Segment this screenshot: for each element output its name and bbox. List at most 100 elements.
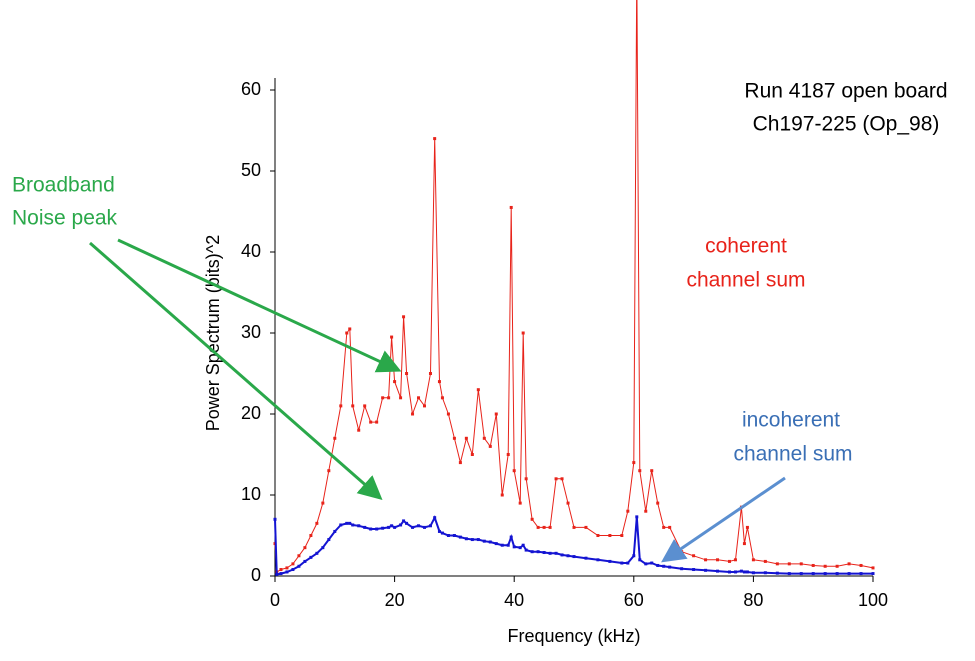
data-point xyxy=(635,515,639,519)
data-point xyxy=(835,572,839,576)
data-point xyxy=(787,572,791,576)
data-point xyxy=(560,477,564,481)
data-point xyxy=(482,539,486,543)
data-point xyxy=(446,412,450,416)
data-point xyxy=(452,436,456,440)
data-point xyxy=(680,567,684,571)
data-point xyxy=(494,412,498,416)
data-point xyxy=(835,564,839,568)
data-point xyxy=(390,524,394,528)
data-point xyxy=(560,553,564,557)
data-point xyxy=(476,388,480,392)
data-point xyxy=(482,436,486,440)
data-point xyxy=(584,525,588,529)
data-point xyxy=(584,556,588,560)
data-point xyxy=(859,563,863,567)
arrow xyxy=(661,476,786,563)
data-point xyxy=(572,525,576,529)
data-point xyxy=(390,335,394,339)
data-point xyxy=(351,523,355,527)
data-point xyxy=(405,521,409,525)
data-point xyxy=(470,453,474,456)
data-point xyxy=(399,396,403,400)
data-point xyxy=(751,558,755,562)
data-point xyxy=(704,568,708,572)
data-point xyxy=(620,561,624,565)
data-point xyxy=(440,531,444,535)
data-point xyxy=(521,543,525,547)
data-point xyxy=(440,396,444,400)
data-point xyxy=(650,561,654,565)
data-point xyxy=(315,551,319,555)
data-point xyxy=(509,535,513,539)
data-point xyxy=(464,436,468,440)
data-point xyxy=(381,526,385,530)
data-point xyxy=(321,546,325,550)
data-point xyxy=(572,555,576,559)
data-point xyxy=(742,570,746,574)
data-point xyxy=(291,568,295,572)
data-point xyxy=(692,554,696,558)
x-tick-label: 80 xyxy=(743,590,763,610)
data-point xyxy=(433,137,437,141)
data-point xyxy=(402,519,406,523)
data-point xyxy=(608,534,612,537)
data-point xyxy=(345,521,349,525)
data-point xyxy=(542,551,546,555)
broadband-label: Noise peak xyxy=(12,207,118,230)
data-point xyxy=(458,461,462,465)
data-point xyxy=(763,559,767,563)
data-point xyxy=(847,572,851,576)
data-point xyxy=(417,524,421,528)
y-tick-label: 10 xyxy=(241,484,261,504)
x-tick-label: 20 xyxy=(385,590,405,610)
run-label: Ch197-225 (Op_98) xyxy=(753,113,940,136)
data-point xyxy=(512,545,516,549)
data-point xyxy=(339,523,343,527)
data-point xyxy=(369,420,373,424)
data-point xyxy=(745,525,749,529)
data-point xyxy=(632,461,636,465)
data-point xyxy=(518,501,522,505)
data-point xyxy=(327,538,331,542)
data-point xyxy=(285,566,289,570)
data-point xyxy=(739,569,743,573)
data-point xyxy=(596,558,600,562)
data-point xyxy=(656,501,660,505)
data-point xyxy=(847,562,851,566)
data-point xyxy=(446,534,450,537)
y-axis-label: Power Spectrum (bits)^2 xyxy=(203,235,223,432)
data-point xyxy=(644,562,648,566)
arrow xyxy=(117,238,402,373)
y-tick-label: 20 xyxy=(241,403,261,423)
data-point xyxy=(871,572,875,576)
data-point xyxy=(405,372,409,375)
data-point xyxy=(811,563,815,567)
data-point xyxy=(348,327,352,331)
run-label: Run 4187 open board xyxy=(744,80,947,103)
x-tick-label: 100 xyxy=(858,590,888,610)
plot-area: 0 10 20 30 40 50 60 0 20 40 60 80 100 xyxy=(241,0,888,610)
data-point xyxy=(620,534,624,537)
data-point xyxy=(859,572,863,576)
data-point xyxy=(411,412,415,416)
data-point xyxy=(650,469,654,473)
data-point xyxy=(275,572,279,576)
data-point xyxy=(509,205,513,209)
data-point xyxy=(823,572,827,576)
data-point xyxy=(644,509,648,513)
data-point xyxy=(393,525,397,529)
data-point xyxy=(518,546,522,550)
data-point xyxy=(733,570,737,574)
data-point xyxy=(506,453,510,456)
y-tick-label: 50 xyxy=(241,160,261,180)
data-point xyxy=(309,555,313,559)
data-point xyxy=(638,558,642,562)
incoherent-label: channel sum xyxy=(733,443,852,466)
y-tick-label: 0 xyxy=(251,565,261,585)
data-point xyxy=(626,561,630,565)
data-point xyxy=(363,404,367,408)
data-point xyxy=(291,562,295,566)
data-point xyxy=(279,568,283,572)
